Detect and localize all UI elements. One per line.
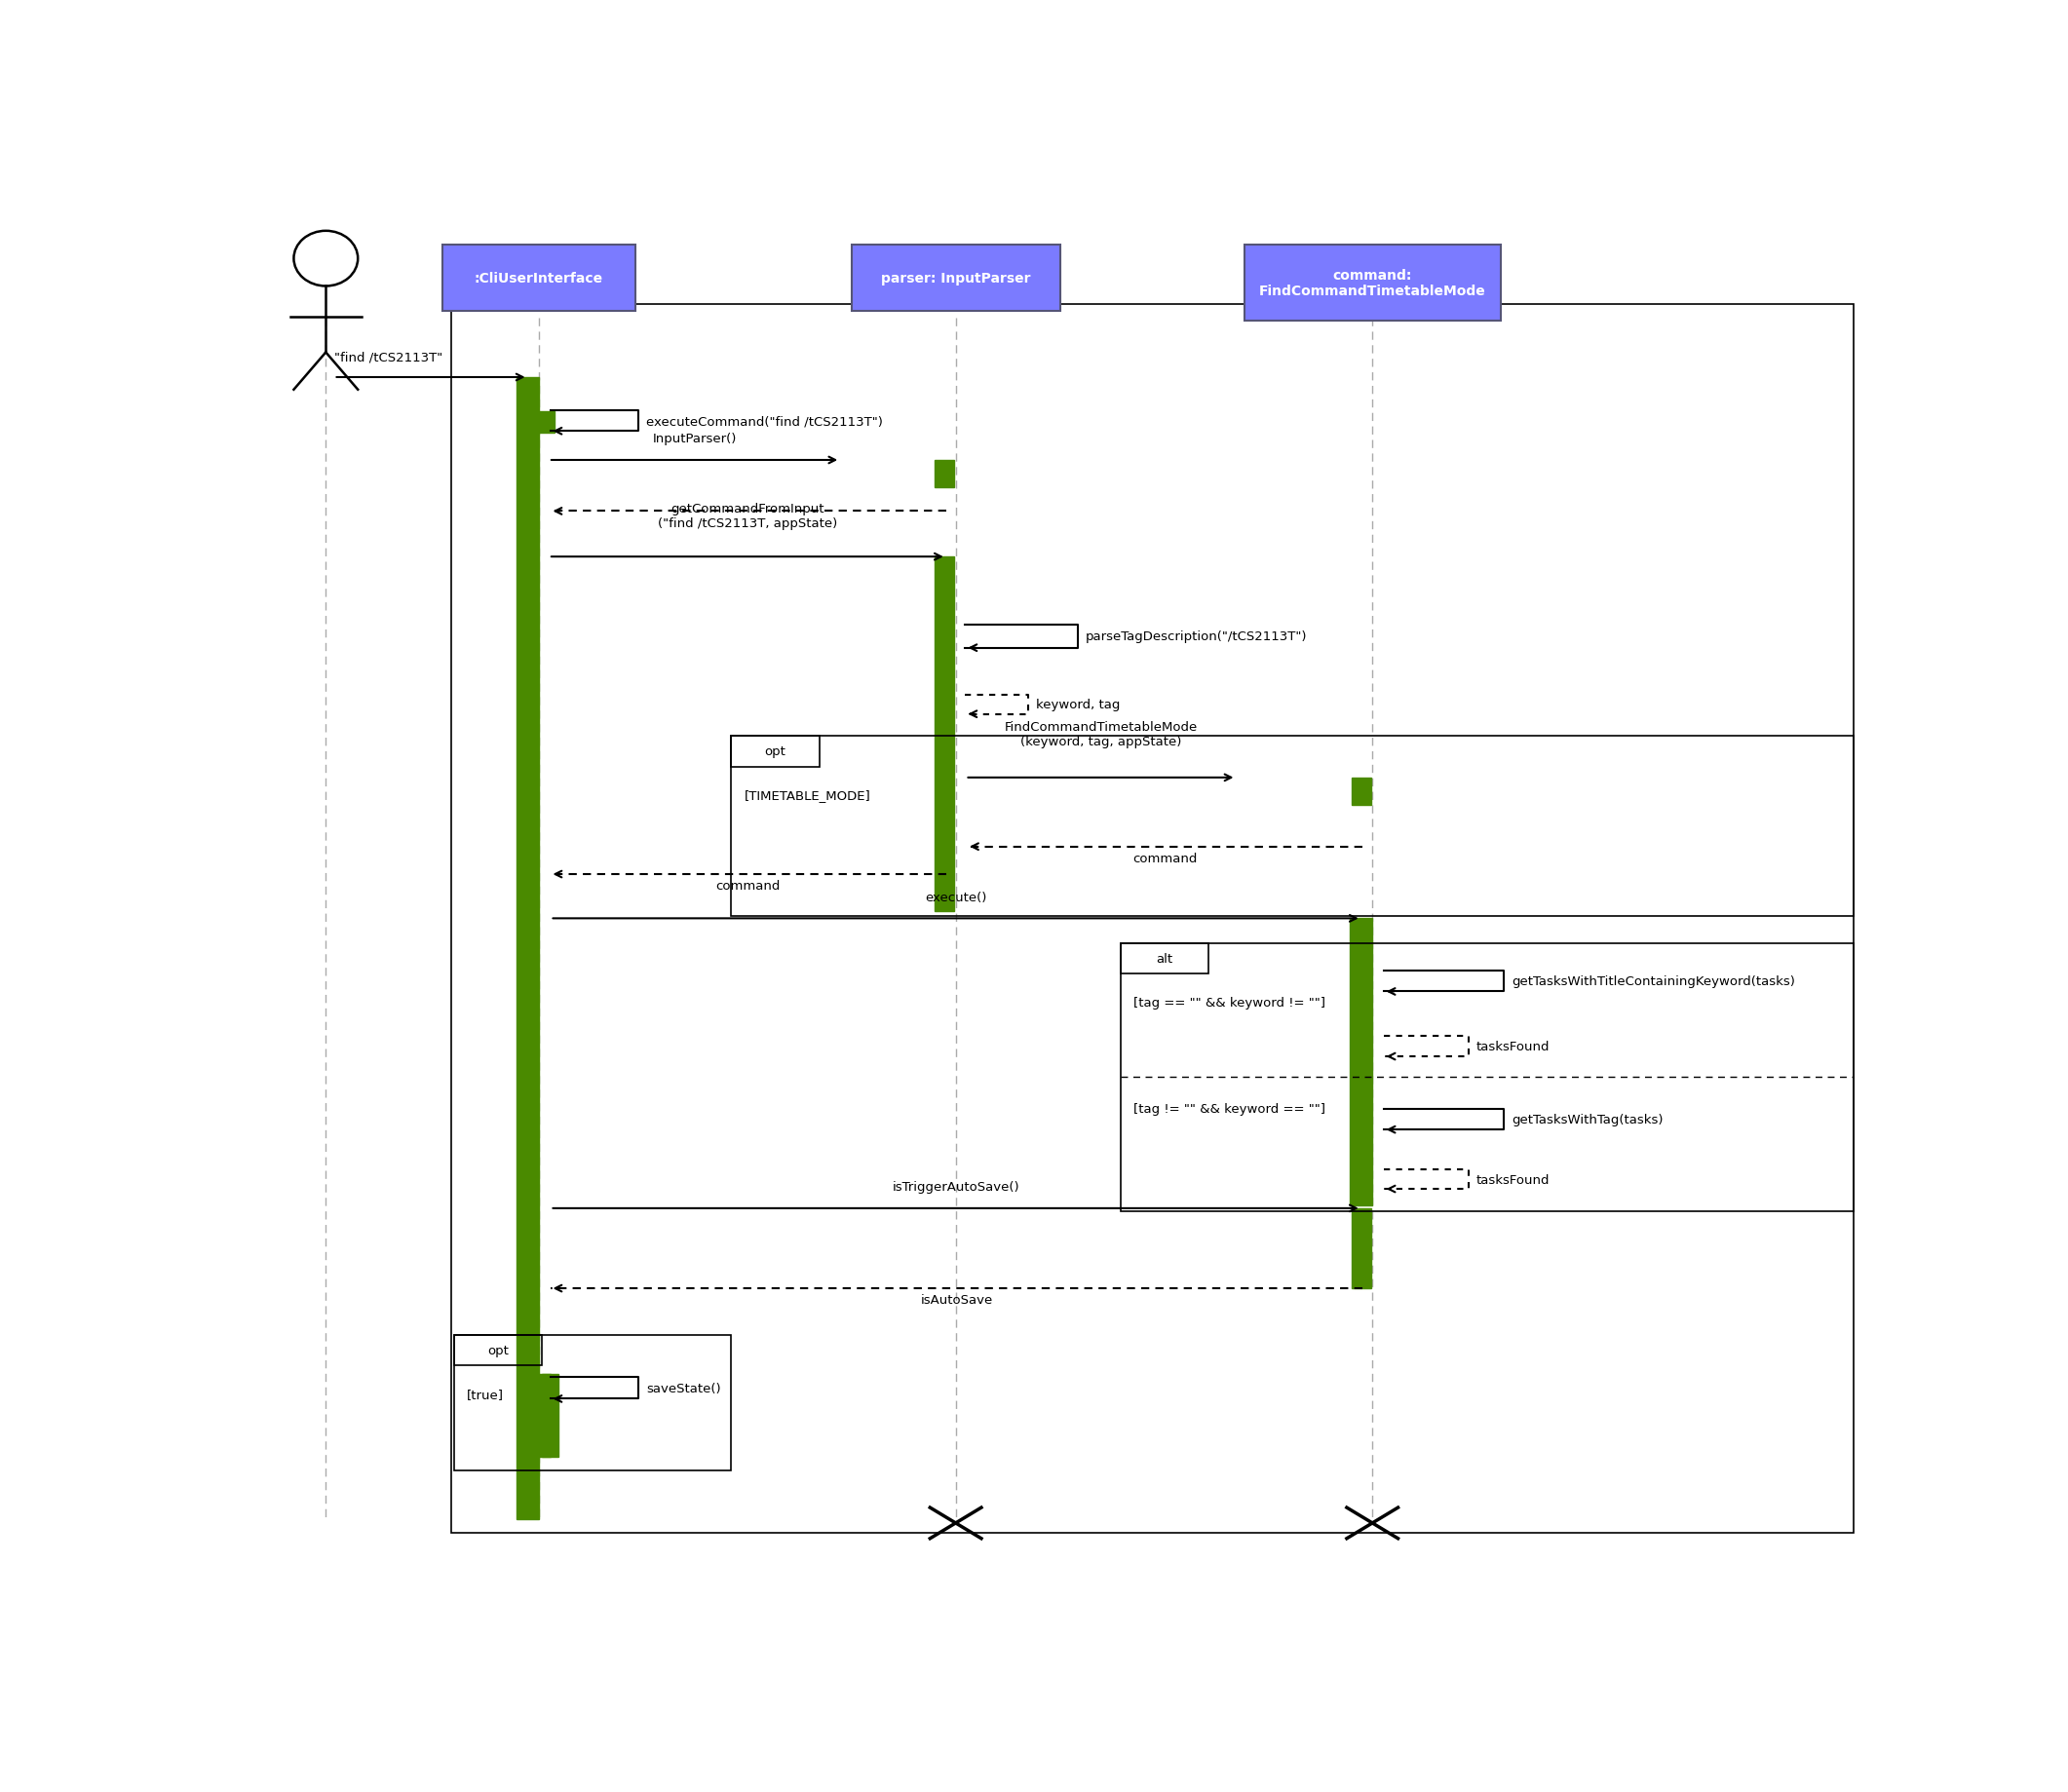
Text: saveState(): saveState() (647, 1382, 722, 1394)
Bar (1350, 919, 1373, 1206)
Text: parser: InputParser: parser: InputParser (881, 272, 1030, 285)
Text: "find /tCS2113T": "find /tCS2113T" (333, 351, 443, 364)
Text: tasksFound: tasksFound (1477, 1039, 1551, 1052)
Text: [TIMETABLE_MODE]: [TIMETABLE_MODE] (744, 788, 871, 801)
Text: executeCommand("find /tCS2113T"): executeCommand("find /tCS2113T") (647, 416, 883, 428)
Text: getCommandFromInput
("find /tCS2113T, appState): getCommandFromInput ("find /tCS2113T, ap… (658, 502, 838, 530)
Text: FindCommandTimetableMode
(keyword, tag, appState): FindCommandTimetableMode (keyword, tag, … (1005, 720, 1197, 747)
Bar (527, 1374, 550, 1457)
Bar (1121, 944, 1210, 975)
Text: getTasksWithTitleContainingKeyword(tasks): getTasksWithTitleContainingKeyword(tasks… (1512, 975, 1795, 987)
Bar (852, 246, 1059, 312)
Text: :CliUserInterface: :CliUserInterface (474, 272, 604, 285)
Text: isTriggerAutoSave(): isTriggerAutoSave() (891, 1181, 1020, 1193)
Bar (937, 625, 953, 650)
Text: isAutoSave: isAutoSave (920, 1294, 993, 1306)
Text: execute(): execute() (924, 891, 986, 903)
Bar (536, 412, 554, 434)
Text: opt: opt (765, 745, 786, 758)
Bar (1245, 246, 1501, 321)
Bar (1352, 1208, 1371, 1288)
Text: [tag == "" && keyword != ""]: [tag == "" && keyword != ""] (1133, 996, 1326, 1009)
Bar (935, 557, 953, 912)
Bar (455, 1335, 732, 1471)
Bar (935, 461, 953, 487)
Text: opt: opt (488, 1344, 509, 1357)
Text: keyword, tag: keyword, tag (1036, 699, 1121, 711)
Bar (451, 305, 1853, 1532)
Text: getTasksWithTag(tasks): getTasksWithTag(tasks) (1512, 1113, 1663, 1125)
Bar (542, 1374, 558, 1457)
Text: parseTagDescription("/tCS2113T"): parseTagDescription("/tCS2113T") (1086, 631, 1307, 643)
Text: command: command (1133, 853, 1197, 866)
Bar (732, 737, 1853, 916)
Text: alt: alt (1156, 952, 1173, 966)
Text: command:
FindCommandTimetableMode: command: FindCommandTimetableMode (1259, 269, 1485, 297)
Bar (443, 246, 635, 312)
Text: command: command (716, 880, 780, 892)
Bar (1121, 944, 1853, 1211)
Bar (517, 378, 540, 1520)
Text: [tag != "" && keyword == ""]: [tag != "" && keyword == ""] (1133, 1102, 1326, 1115)
Text: InputParser(): InputParser() (651, 434, 736, 446)
Bar (732, 737, 819, 767)
Bar (455, 1335, 542, 1366)
Text: tasksFound: tasksFound (1477, 1174, 1551, 1186)
Text: [true]: [true] (467, 1389, 505, 1401)
Bar (1352, 778, 1371, 806)
